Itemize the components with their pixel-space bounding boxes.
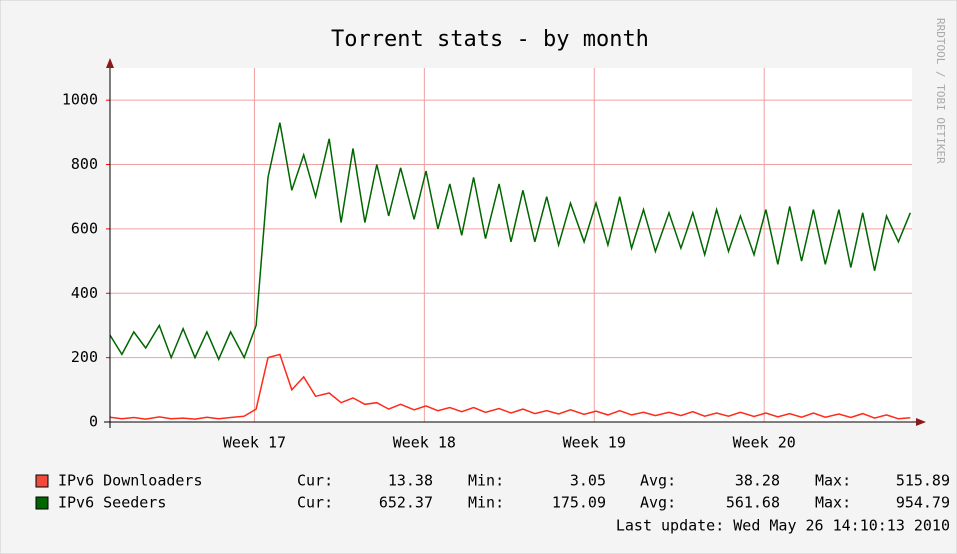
- y-tick-label: 800: [71, 155, 98, 173]
- y-arrow: [106, 58, 114, 68]
- legend-label: IPv6 Downloaders: [58, 472, 203, 490]
- stat-value: 954.79: [896, 494, 950, 512]
- stat-value: 175.09: [552, 494, 606, 512]
- watermark: RRDTOOL / TOBI OETIKER: [934, 18, 947, 164]
- legend-swatch: [35, 474, 49, 488]
- stat-value: 515.89: [896, 472, 950, 490]
- x-tick-label: Week 18: [393, 434, 456, 452]
- legend: IPv6 Downloaders Cur: 13.38 Min: 3.05 Avg: 38.…: [35, 472, 950, 512]
- y-tick-label: 0: [89, 413, 98, 431]
- stat-name: Max:: [815, 472, 851, 490]
- stat-name: Min:: [468, 472, 504, 490]
- stat-value: 38.28: [735, 472, 780, 490]
- stat-name: Avg:: [640, 494, 676, 512]
- stat-value: 561.68: [726, 494, 780, 512]
- y-tick-label: 400: [71, 284, 98, 302]
- y-tick-label: 600: [71, 219, 98, 237]
- last-update: Last update: Wed May 26 14:10:13 2010: [616, 517, 950, 535]
- stat-name: Cur:: [297, 472, 333, 490]
- stat-value: 3.05: [570, 472, 606, 490]
- chart-title: Torrent stats - by month: [331, 27, 649, 52]
- stat-name: Avg:: [640, 472, 676, 490]
- legend-label: IPv6 Seeders: [58, 494, 166, 512]
- legend-swatch: [35, 496, 49, 510]
- stat-name: Min:: [468, 494, 504, 512]
- stat-value: 652.37: [379, 494, 433, 512]
- y-tick-label: 200: [71, 348, 98, 366]
- series-line: [109, 122, 911, 362]
- x-tick-label: Week 17: [223, 434, 286, 452]
- x-arrow: [916, 418, 926, 426]
- stat-name: Cur:: [297, 494, 333, 512]
- lines: [109, 122, 911, 420]
- stat-value: 13.38: [388, 472, 433, 490]
- y-tick-label: 1000: [62, 91, 98, 109]
- stat-name: Max:: [815, 494, 851, 512]
- plot-area: [110, 68, 912, 422]
- series-line: [109, 353, 911, 420]
- x-tick-label: Week 19: [563, 434, 626, 452]
- axes: [104, 58, 926, 428]
- x-tick-label: Week 20: [733, 434, 796, 452]
